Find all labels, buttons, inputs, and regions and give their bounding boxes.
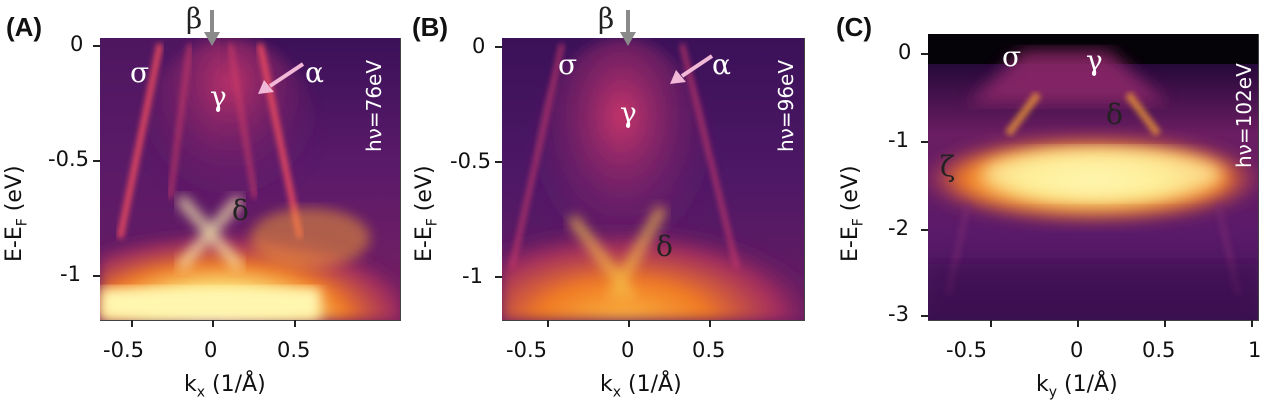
label-delta: δ (656, 230, 673, 263)
y-axis-title-c: E-EF (eV) (838, 165, 866, 262)
label-sigma: σ (130, 56, 150, 89)
x-axis-sub: x (196, 384, 206, 401)
x-axis-unit: (1/Å) (1064, 372, 1118, 397)
y-axis-sub: F (14, 218, 31, 227)
label-beta: β (598, 2, 615, 35)
label-gamma: γ (1086, 44, 1103, 77)
x-axis-sub: y (1048, 384, 1058, 401)
ytick-label: -0.5 (48, 147, 89, 171)
label-alpha: α (305, 56, 324, 89)
ytick-label: -2 (888, 216, 909, 240)
panel-letter-a: (A) (6, 12, 43, 42)
y-axis-main: E-E (838, 226, 863, 262)
photon-energy-a: hν=76eV (362, 59, 386, 152)
y-axis-title-a: E-EF (eV) (2, 165, 30, 262)
ytick-mark (495, 46, 502, 48)
y-axis-sub: F (850, 218, 867, 227)
xtick-label: 1 (1248, 338, 1262, 362)
y-axis-unit: (eV) (2, 165, 27, 212)
y-axis-sub: F (424, 218, 441, 227)
xtick-mark (131, 320, 133, 327)
panel-b: (B) (410, 0, 830, 408)
label-beta: β (186, 2, 203, 35)
xtick-label: 0 (621, 338, 635, 362)
label-sigma: σ (1002, 40, 1022, 73)
ytick-mark (495, 161, 502, 163)
label-delta: δ (232, 194, 249, 227)
xtick-mark (709, 320, 711, 327)
panel-c: (C) (830, 0, 1265, 408)
ytick-mark (93, 160, 100, 162)
photon-energy-b: hν=96eV (774, 59, 798, 152)
label-gamma: γ (210, 80, 227, 113)
xtick-mark (212, 320, 214, 327)
y-axis-main: E-E (412, 226, 437, 262)
xtick-mark (1251, 320, 1253, 327)
label-delta: δ (1106, 98, 1123, 131)
panel-letter-c: (C) (836, 12, 873, 42)
x-axis-sub: x (612, 384, 622, 401)
ytick-label: -1 (60, 262, 81, 286)
xtick-mark (628, 320, 630, 327)
xtick-label: 0.5 (1142, 338, 1176, 362)
ytick-label: 0 (898, 40, 912, 64)
ytick-mark (921, 141, 928, 143)
xtick-mark (547, 320, 549, 327)
ytick-mark (921, 315, 928, 317)
x-axis-unit: (1/Å) (628, 372, 682, 397)
xtick-label: 0.5 (277, 338, 311, 362)
xtick-label: -0.5 (946, 338, 987, 362)
x-axis-title-b: kx (1/Å) (600, 372, 682, 400)
y-axis-title-b: E-EF (eV) (412, 165, 440, 262)
ytick-mark (495, 276, 502, 278)
y-axis-unit: (eV) (838, 165, 863, 212)
ytick-label: -1 (462, 264, 483, 288)
xtick-label: -0.5 (103, 338, 144, 362)
ytick-label: 0 (472, 34, 486, 58)
x-axis-main: k (184, 372, 197, 397)
xtick-mark (1164, 320, 1166, 327)
ytick-mark (93, 45, 100, 47)
xtick-mark (294, 320, 296, 327)
x-axis-main: k (600, 372, 613, 397)
label-gamma: γ (620, 96, 637, 129)
arpes-map-b (502, 38, 804, 320)
ytick-label: -3 (888, 302, 909, 326)
arpes-map-a (100, 38, 400, 320)
photon-energy-c: hν=102eV (1232, 63, 1256, 168)
arpes-image-b (502, 38, 805, 321)
xtick-label: 0 (204, 338, 218, 362)
y-axis-main: E-E (2, 226, 27, 262)
ytick-mark (93, 275, 100, 277)
xtick-label: 0 (1070, 338, 1084, 362)
xtick-label: -0.5 (506, 338, 547, 362)
ytick-mark (921, 53, 928, 55)
ytick-mark (921, 229, 928, 231)
x-axis-unit: (1/Å) (212, 372, 266, 397)
xtick-label: 0.5 (692, 338, 726, 362)
x-axis-title-c: ky (1/Å) (1036, 372, 1118, 400)
arpes-image-c (928, 34, 1259, 321)
label-sigma: σ (558, 48, 578, 81)
ytick-label: -1 (888, 128, 909, 152)
label-zeta: ζ (940, 150, 956, 183)
xtick-mark (990, 320, 992, 327)
panel-a: (A) (0, 0, 410, 408)
label-alpha: α (712, 48, 731, 81)
arpes-image-a (100, 38, 401, 321)
x-axis-title-a: kx (1/Å) (184, 372, 266, 400)
ytick-label: -0.5 (450, 149, 491, 173)
ytick-label: 0 (70, 32, 84, 56)
xtick-mark (1077, 320, 1079, 327)
y-axis-unit: (eV) (412, 165, 437, 212)
panel-letter-b: (B) (412, 12, 449, 42)
x-axis-main: k (1036, 372, 1049, 397)
arpes-map-c (928, 34, 1258, 320)
